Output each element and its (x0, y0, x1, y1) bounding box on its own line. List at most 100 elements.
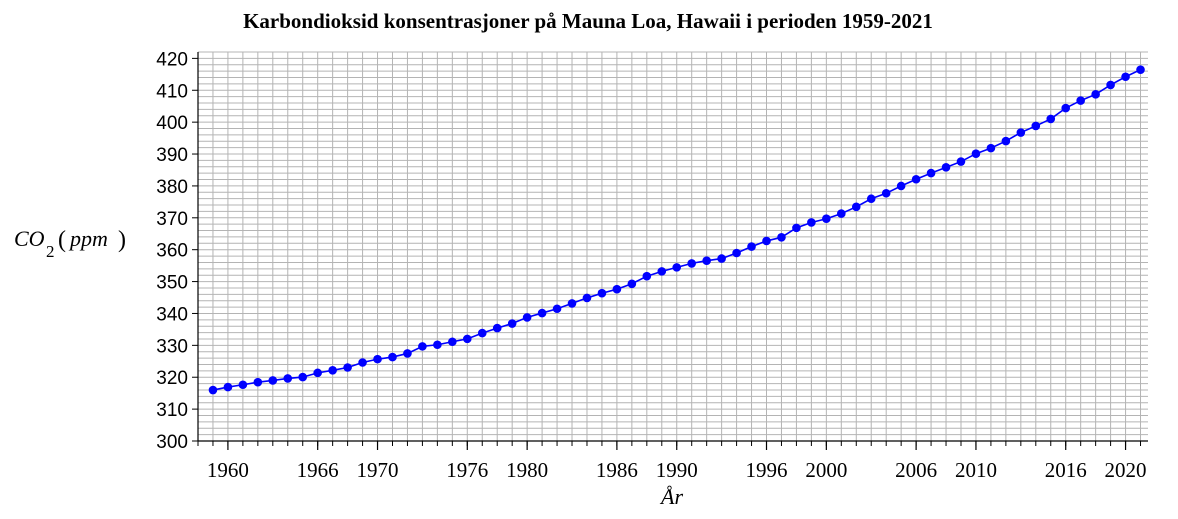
data-point (433, 340, 442, 350)
x-tick-label: 1986 (596, 458, 638, 482)
data-point (597, 288, 607, 298)
x-tick-label: 1996 (746, 458, 788, 482)
data-point (1001, 136, 1011, 146)
data-point (492, 323, 502, 333)
data-point (956, 157, 966, 166)
y-axis-label-open-paren: ( (58, 227, 66, 253)
data-point (612, 284, 622, 294)
data-point (747, 242, 756, 251)
data-point (762, 236, 771, 246)
data-point (1091, 90, 1100, 99)
data-point (866, 194, 876, 204)
x-tick-label: 2006 (895, 458, 937, 482)
x-tick-label: 2020 (1105, 458, 1147, 482)
data-point (1136, 65, 1145, 74)
y-tick-label: 390 (156, 145, 188, 166)
x-tick-label: 1970 (357, 458, 399, 482)
y-axis-ticks: 300 310 320 330 340 350 360 370 380 390 400 410 420 (156, 49, 198, 453)
data-point (717, 254, 726, 263)
data-point (911, 174, 921, 184)
x-tick-label: 1980 (506, 458, 548, 482)
y-axis-label: CO 2 ( ppm ) (14, 226, 126, 261)
x-tick-label: 2000 (805, 458, 847, 482)
axes (197, 52, 1148, 442)
y-tick-label: 420 (156, 49, 188, 70)
data-point (792, 223, 801, 233)
data-point (507, 319, 517, 328)
y-tick-label: 410 (156, 81, 188, 102)
data-point (642, 271, 652, 281)
data-point (283, 374, 293, 383)
data-point (1106, 80, 1115, 90)
data-point (807, 218, 816, 227)
data-series (208, 65, 1145, 395)
chart-title: Karbondioksid konsentrasjoner på Mauna L… (243, 9, 933, 33)
x-tick-label: 1960 (207, 458, 249, 482)
y-tick-label: 400 (156, 113, 188, 134)
data-point (358, 358, 367, 367)
data-point (1046, 114, 1056, 124)
data-point (896, 181, 906, 191)
x-tick-label: 1976 (446, 458, 488, 482)
data-point (373, 354, 382, 364)
data-point (223, 382, 233, 392)
data-point (477, 328, 487, 338)
y-axis-label-unit: ppm (68, 226, 108, 251)
data-point (418, 342, 427, 351)
data-point (657, 267, 667, 276)
y-tick-label: 360 (156, 241, 188, 262)
data-point (881, 188, 891, 198)
data-point (253, 377, 263, 387)
data-point (448, 337, 457, 347)
data-point (537, 308, 547, 318)
x-axis-ticks: 1960 1966 1970 1976 1980 1986 1990 1996 2000 2006… (197, 441, 1147, 482)
x-axis-label: År (659, 484, 683, 509)
data-point (298, 372, 308, 382)
data-point (552, 304, 562, 314)
data-point (343, 363, 352, 372)
data-point (582, 293, 592, 303)
y-tick-label: 380 (156, 177, 188, 198)
data-point (941, 163, 951, 172)
data-point (837, 209, 846, 218)
y-tick-label: 340 (156, 304, 188, 325)
y-tick-label: 300 (156, 432, 188, 453)
data-point (1031, 121, 1041, 131)
y-tick-label: 350 (156, 273, 188, 294)
data-point (208, 385, 218, 395)
x-tick-label: 1966 (297, 458, 339, 482)
y-tick-label: 330 (156, 336, 188, 357)
grid-lines (197, 51, 1148, 442)
data-point (1121, 72, 1130, 82)
data-point (1061, 103, 1071, 113)
data-point (313, 368, 322, 378)
data-point (777, 233, 786, 242)
data-point (238, 380, 248, 390)
y-tick-label: 310 (156, 400, 188, 421)
data-point (1076, 96, 1085, 105)
data-point (627, 279, 637, 289)
data-point (822, 214, 831, 224)
data-point (1016, 128, 1026, 137)
data-point (926, 168, 936, 178)
data-point (522, 313, 532, 322)
y-axis-label-close-paren: ) (118, 227, 126, 253)
y-axis-label-subscript: 2 (46, 242, 55, 261)
y-tick-label: 320 (156, 368, 188, 389)
data-point (971, 149, 981, 159)
data-point (388, 352, 397, 362)
data-point (702, 256, 711, 266)
y-axis-label-main: CO (14, 226, 45, 251)
data-point (462, 334, 472, 344)
x-tick-label: 2016 (1045, 458, 1087, 482)
data-point (403, 349, 412, 358)
data-point (567, 299, 577, 308)
data-point (328, 365, 337, 375)
y-tick-label: 370 (156, 209, 188, 230)
data-point (986, 143, 996, 153)
data-point (268, 376, 278, 385)
data-point (687, 259, 697, 268)
data-point (672, 263, 682, 272)
data-point (732, 248, 741, 258)
